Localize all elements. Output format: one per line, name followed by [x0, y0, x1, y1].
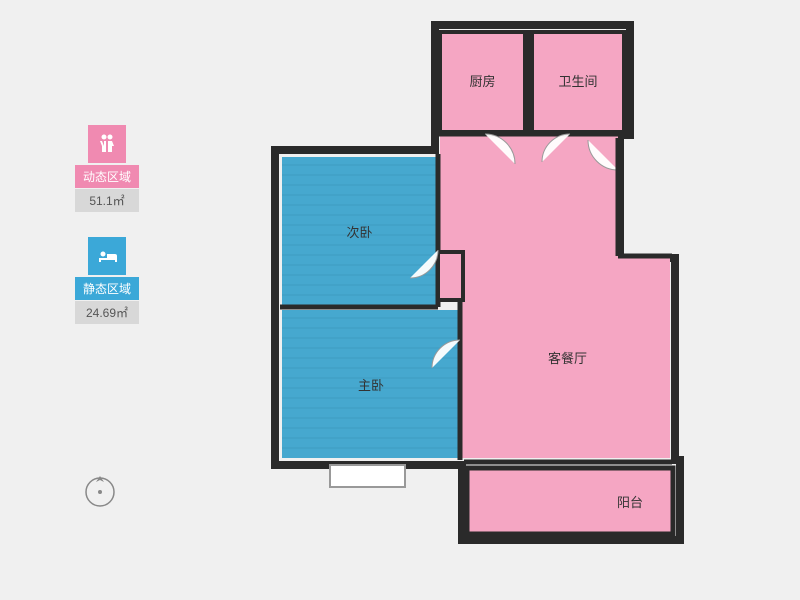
legend-dynamic-label: 动态区域: [75, 165, 139, 188]
room-second-bedroom: 次卧: [282, 157, 437, 305]
room-living: 客餐厅: [465, 260, 670, 455]
room-bathroom: 卫生间: [532, 30, 624, 130]
second-bedroom-label: 次卧: [346, 222, 372, 241]
balcony-label: 阳台: [617, 492, 643, 511]
living-label: 客餐厅: [548, 348, 587, 367]
floorplan-container: 厨房 卫生间 次卧 主卧 客餐厅 阳台: [270, 20, 720, 580]
legend-dynamic-value: 51.1㎡: [75, 189, 139, 212]
legend-static-label: 静态区域: [75, 277, 139, 300]
people-icon: [88, 125, 126, 163]
legend-static: 静态区域 24.69㎡: [75, 237, 139, 324]
room-balcony: 阳台: [467, 468, 673, 534]
legend-dynamic: 动态区域 51.1㎡: [75, 125, 139, 212]
legend-static-value: 24.69㎡: [75, 301, 139, 324]
room-master-bedroom: 主卧: [282, 310, 460, 458]
master-bedroom-label: 主卧: [358, 375, 384, 394]
bed-icon: [88, 237, 126, 275]
room-kitchen: 厨房: [440, 30, 525, 130]
compass-icon: [80, 470, 120, 510]
bathroom-label: 卫生间: [558, 71, 597, 90]
legend-panel: 动态区域 51.1㎡ 静态区域 24.69㎡: [75, 125, 139, 349]
kitchen-label: 厨房: [469, 71, 495, 90]
